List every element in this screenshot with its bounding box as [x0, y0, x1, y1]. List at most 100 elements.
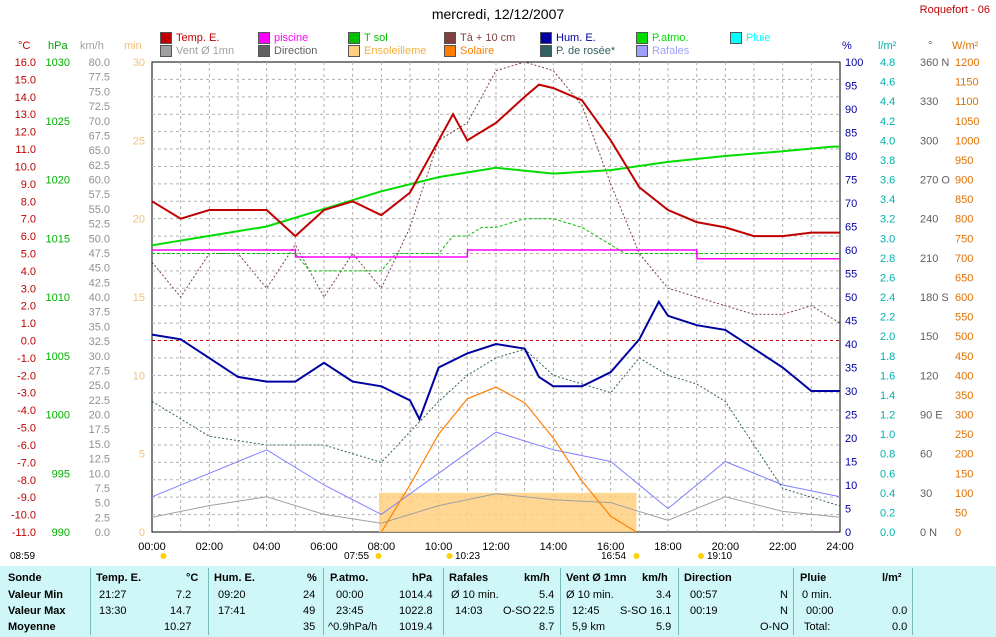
series-hum-e- [151, 299, 840, 422]
axis-tick-min: 30 [133, 57, 145, 69]
axis-tick-kmh: 37.5 [89, 307, 110, 319]
legend-label: Rafales [652, 45, 690, 57]
vent-avg-label: Ø 10 min. [566, 589, 614, 601]
patmo-mean-value: 1019.4 [399, 621, 433, 633]
axis-tick-kmh: 45.0 [89, 263, 110, 275]
hdr-vent: Vent Ø 1mn [566, 572, 627, 584]
axis-tick-kmh: 35.0 [89, 321, 110, 333]
axis-tick-wm2: 1000 [955, 135, 979, 147]
temp-min-value: 7.2 [176, 589, 192, 601]
hum-mean-value: 35 [303, 621, 316, 633]
axis-tick-lm2: 4.0 [880, 135, 895, 147]
station-name: Roquefort - 06 [919, 4, 990, 16]
legend-item: Ensoleilleme [348, 45, 426, 57]
row-label-max: Valeur Max [8, 605, 66, 617]
series-vent-1mn [151, 493, 841, 524]
axis-tick-temp_c: 4.0 [21, 266, 36, 278]
axis-tick-wm2: 1150 [955, 77, 979, 89]
axis-tick-hpa: 1005 [46, 351, 70, 363]
patmo-max-value: 1022.8 [399, 605, 433, 617]
axis-tick-kmh: 40.0 [89, 292, 110, 304]
axis-tick-kmh: 77.5 [89, 72, 110, 84]
axis-tick-pct: 0 [845, 527, 851, 539]
rafales-avg-label: Ø 10 min. [451, 589, 499, 601]
legend-item: Vent Ø 1mn [160, 45, 234, 57]
axis-tick-pct: 100 [845, 57, 863, 69]
axis-tick-kmh: 62.5 [89, 160, 110, 172]
sunshine-band [378, 492, 637, 532]
legend-swatch [444, 32, 456, 44]
row-label-min: Valeur Min [8, 589, 64, 601]
axis-tick-min: 5 [139, 449, 145, 461]
series-rafales [151, 431, 841, 515]
legend-label: Tà + 10 cm [460, 32, 516, 44]
x-tick-label: 18:00 [654, 541, 682, 553]
axis-tick-temp_c: 12.0 [15, 127, 36, 139]
vent-max-dir: S-SO [620, 605, 647, 617]
legend-item: T sol [348, 32, 388, 44]
axis-tick-pct: 80 [845, 151, 857, 163]
patmo-min-value: 1014.4 [399, 589, 433, 601]
axis-tick-temp_c: 14.0 [15, 92, 36, 104]
hum-min-time: 09:20 [218, 589, 246, 601]
event-sunset: 16:54 [601, 551, 627, 562]
axis-tick-deg: 180 S [920, 292, 949, 304]
axis-tick-pct: 40 [845, 339, 857, 351]
axis-head-min: min [124, 40, 142, 52]
axis-tick-kmh: 10.0 [89, 468, 110, 480]
vent-max-value: 16.1 [650, 605, 672, 617]
legend-swatch [160, 45, 172, 57]
axis-tick-wm2: 850 [955, 194, 973, 206]
hdr-hum: Hum. E. [214, 572, 255, 584]
rafales-max-value: 22.5 [533, 605, 555, 617]
patmo-max-time: 23:45 [336, 605, 364, 617]
axis-tick-kmh: 17.5 [89, 424, 110, 436]
axis-tick-deg: 30 [920, 488, 932, 500]
axis-tick-hpa: 1010 [46, 292, 70, 304]
hdr-vent-unit: km/h [642, 572, 668, 584]
axis-tick-lm2: 2.6 [880, 272, 895, 284]
axis-tick-lm2: 1.2 [880, 410, 895, 422]
axis-tick-kmh: 47.5 [89, 248, 110, 260]
axis-tick-lm2: 3.8 [880, 155, 895, 167]
axis-tick-min: 10 [133, 370, 145, 382]
axis-tick-lm2: 3.6 [880, 175, 895, 187]
hdr-patmo-unit: hPa [412, 572, 433, 584]
legend-label: Ensoleilleme [364, 45, 427, 57]
axis-tick-pct: 70 [845, 198, 857, 210]
legend-swatch [348, 45, 360, 57]
axis-tick-temp_c: 15.0 [15, 74, 36, 86]
axis-tick-wm2: 1200 [955, 57, 979, 69]
axis-tick-deg: 240 [920, 214, 938, 226]
axis-tick-kmh: 27.5 [89, 365, 110, 377]
axis-tick-min: 25 [133, 135, 145, 147]
vent-avg-value: 3.4 [656, 589, 672, 601]
axis-tick-wm2: 200 [955, 449, 973, 461]
axis-tick-kmh: 7.5 [95, 483, 110, 495]
legend-label: Pluie [746, 32, 771, 44]
axis-head-kmh: km/h [80, 40, 104, 52]
axis-tick-deg: 60 [920, 449, 932, 461]
x-tick-label: 20:00 [712, 541, 740, 553]
axis-tick-wm2: 550 [955, 312, 973, 324]
hdr-pluie-unit: l/m² [882, 572, 902, 584]
event-sunrise: 07:55 [344, 551, 370, 562]
vent-mean-value: 5.9 [656, 621, 672, 633]
event-sunrise-left: 08:59 [10, 551, 36, 562]
legend-label: Vent Ø 1mn [176, 45, 235, 57]
rafales-mean-value: 8.7 [539, 621, 555, 633]
axis-tick-lm2: 0.0 [880, 527, 895, 539]
axis-tick-wm2: 750 [955, 233, 973, 245]
legend-swatch [348, 32, 360, 44]
axis-tick-wm2: 50 [955, 507, 967, 519]
axis-tick-wm2: 450 [955, 351, 973, 363]
axis-tick-temp_c: 0.0 [21, 336, 36, 348]
axis-tick-kmh: 75.0 [89, 86, 110, 98]
pluie-max-value: 0.0 [892, 605, 908, 617]
axis-tick-kmh: 52.5 [89, 219, 110, 231]
axis-tick-lm2: 1.8 [880, 351, 895, 363]
axis-tick-wm2: 400 [955, 370, 973, 382]
hdr-rafales-unit: km/h [524, 572, 550, 584]
x-tick-label: 14:00 [540, 541, 568, 553]
axis-tick-lm2: 4.2 [880, 116, 895, 128]
